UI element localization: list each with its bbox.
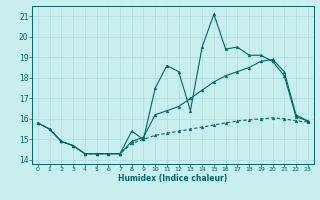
X-axis label: Humidex (Indice chaleur): Humidex (Indice chaleur) [118,174,228,183]
